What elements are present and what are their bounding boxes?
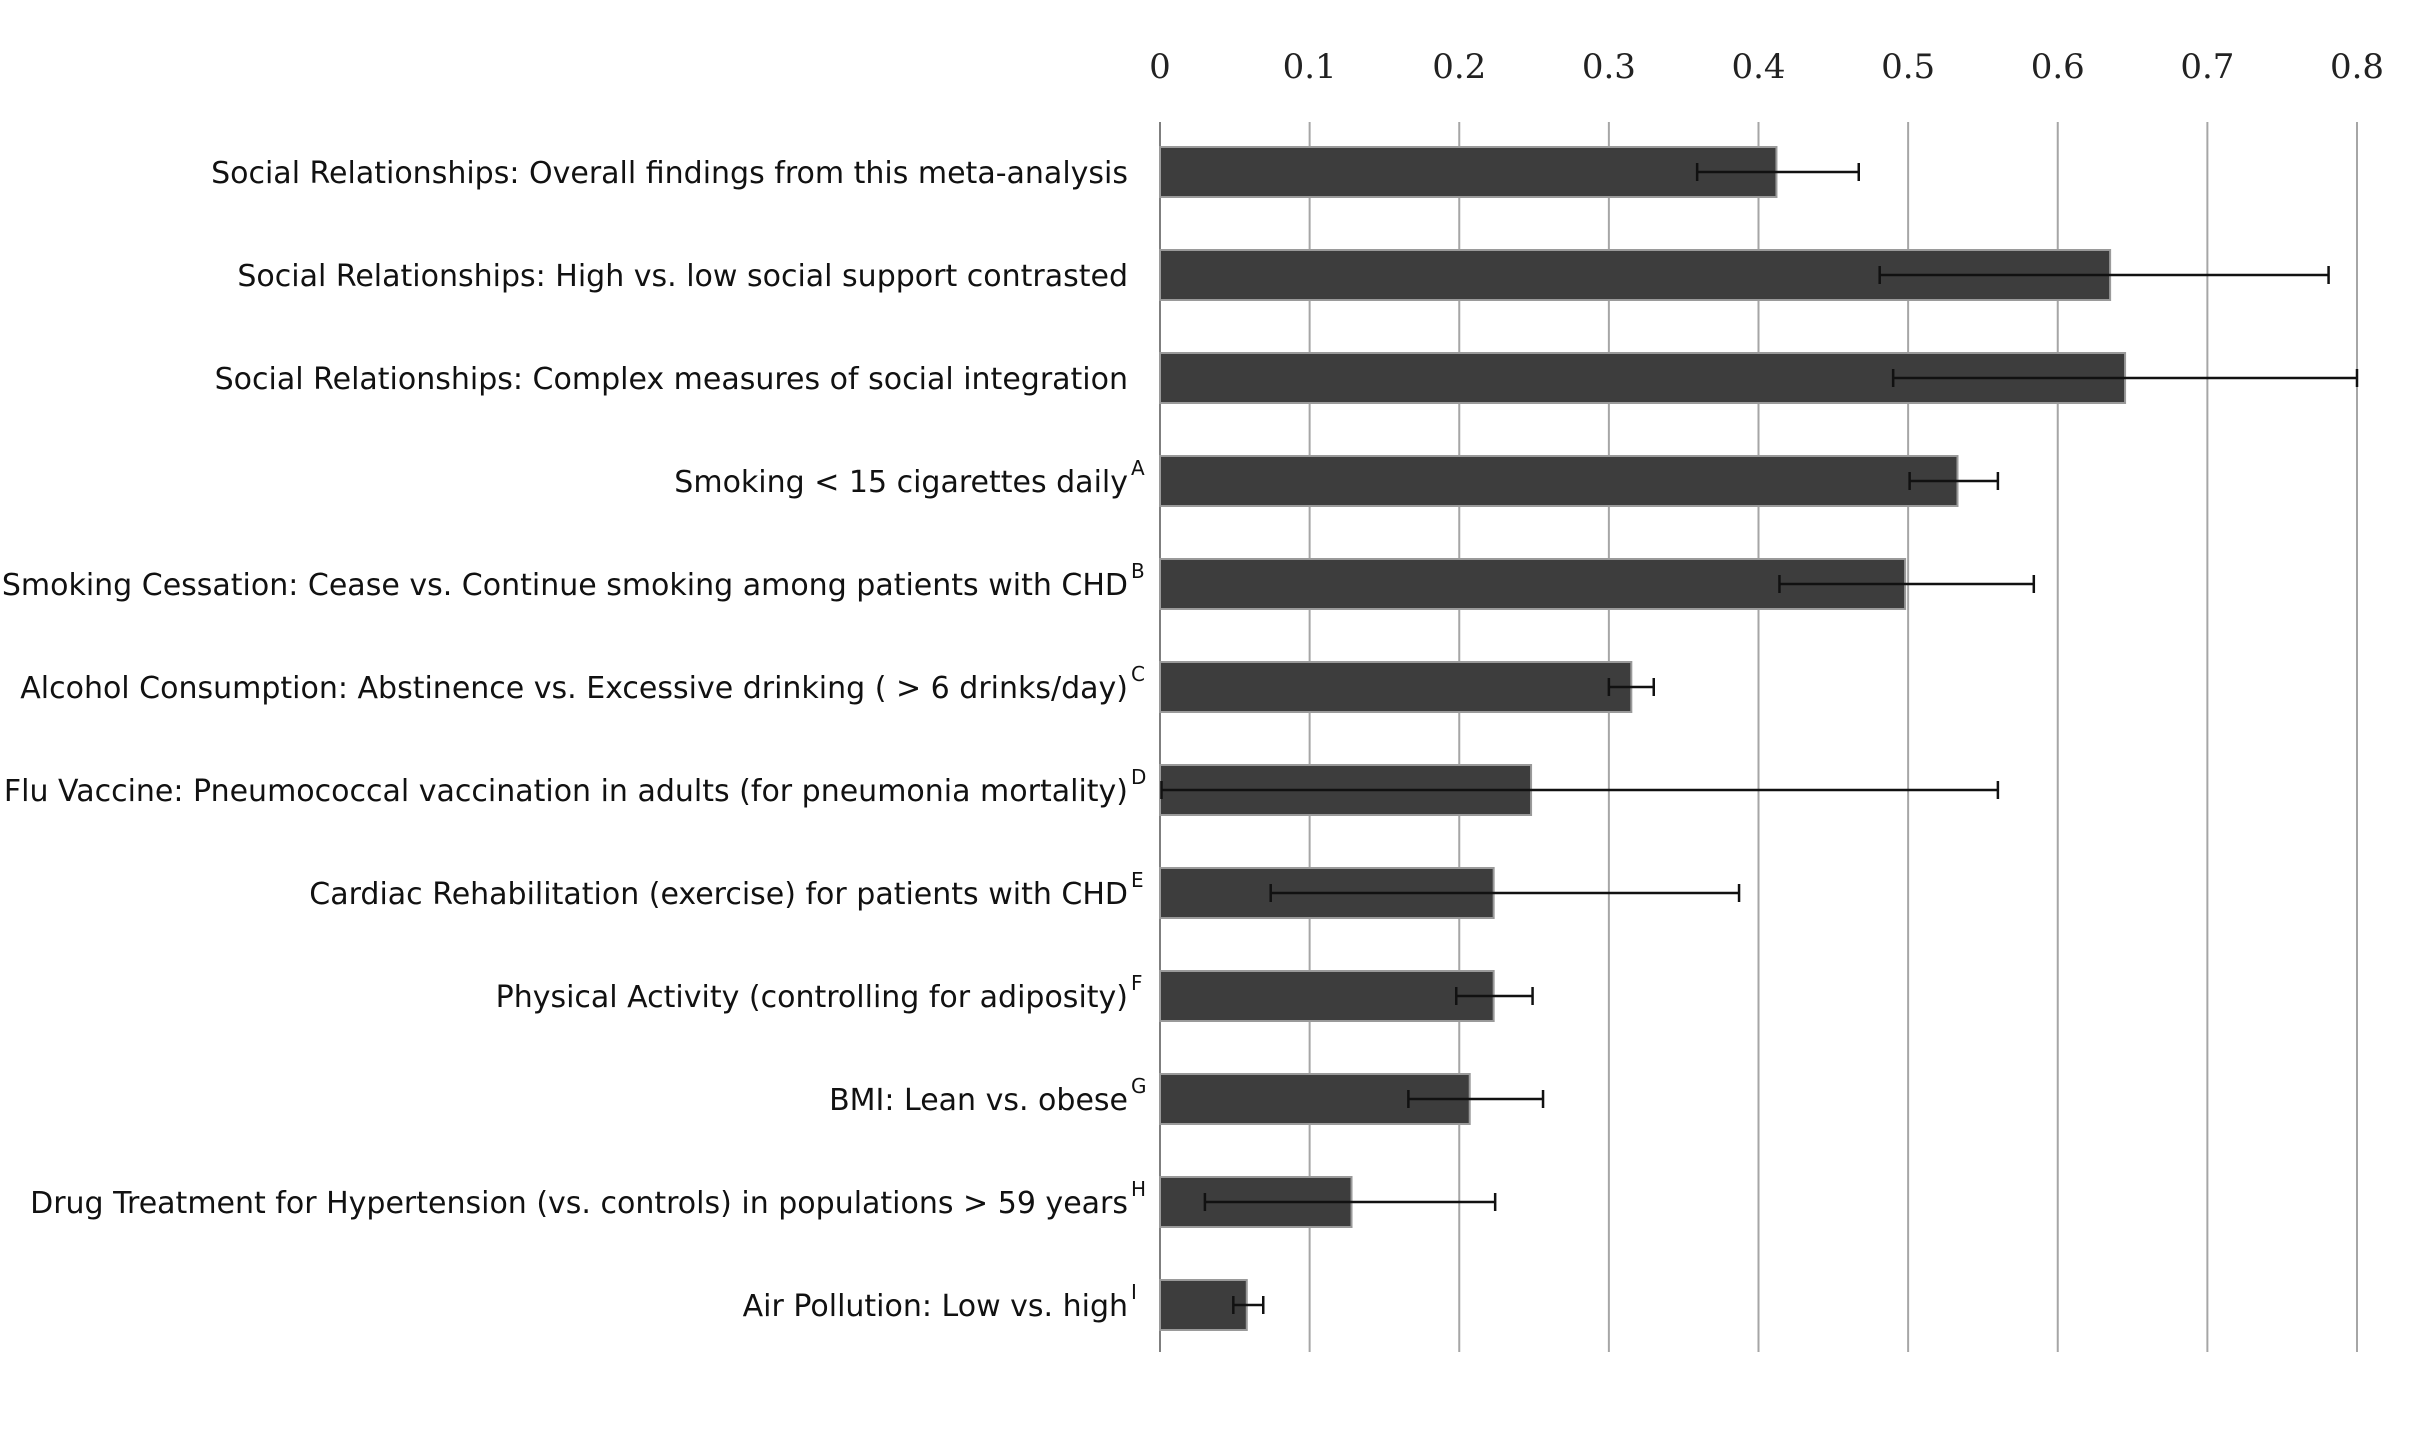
category-label: Physical Activity (controlling for adipo… bbox=[496, 980, 1128, 1015]
x-tick-label: 0.6 bbox=[2031, 47, 2085, 87]
x-tick-label: 0.7 bbox=[2180, 47, 2234, 87]
x-tick-label: 0.2 bbox=[1432, 47, 1486, 87]
category-footnote-marker: G bbox=[1131, 1074, 1147, 1098]
category-label: Social Relationships: Overall findings f… bbox=[211, 156, 1128, 191]
category-footnote-marker: D bbox=[1131, 765, 1146, 789]
category-label: Smoking Cessation: Cease vs. Continue sm… bbox=[2, 568, 1128, 603]
x-tick-label: 0.3 bbox=[1582, 47, 1636, 87]
x-tick-label: 0 bbox=[1149, 47, 1171, 87]
category-footnote-marker: C bbox=[1131, 662, 1145, 686]
x-tick-label: 0.1 bbox=[1283, 47, 1337, 87]
x-tick-label: 0.8 bbox=[2330, 47, 2384, 87]
category-label: Alcohol Consumption: Abstinence vs. Exce… bbox=[20, 671, 1128, 706]
category-label: Social Relationships: High vs. low socia… bbox=[237, 259, 1128, 294]
category-label: Cardiac Rehabilitation (exercise) for pa… bbox=[309, 877, 1128, 912]
category-label: BMI: Lean vs. obese bbox=[829, 1083, 1128, 1118]
bar bbox=[1159, 146, 1778, 198]
category-label: Smoking < 15 cigarettes daily bbox=[674, 465, 1128, 500]
category-footnote-marker: A bbox=[1131, 456, 1145, 480]
bar bbox=[1159, 455, 1959, 507]
x-tick-label: 0.4 bbox=[1731, 47, 1785, 87]
category-footnote-marker: E bbox=[1131, 868, 1144, 892]
bar bbox=[1159, 970, 1495, 1022]
bar bbox=[1159, 661, 1633, 713]
category-footnote-marker: F bbox=[1131, 971, 1143, 995]
category-footnote-marker: H bbox=[1131, 1177, 1146, 1201]
category-label: Air Pollution: Low vs. high bbox=[743, 1289, 1128, 1324]
category-footnote-marker: B bbox=[1131, 559, 1145, 583]
x-tick-label: 0.5 bbox=[1881, 47, 1935, 87]
category-label: Social Relationships: Complex measures o… bbox=[215, 362, 1128, 397]
category-footnote-marker: I bbox=[1131, 1280, 1137, 1304]
category-label: Drug Treatment for Hypertension (vs. con… bbox=[30, 1186, 1128, 1221]
category-label: Flu Vaccine: Pneumococcal vaccination in… bbox=[4, 774, 1128, 809]
